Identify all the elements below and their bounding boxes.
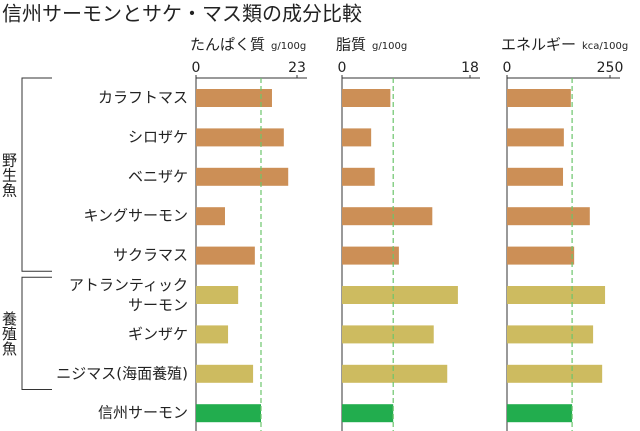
bar xyxy=(196,207,225,226)
x-tick-label: 0 xyxy=(503,60,512,76)
panel-title: エネルギー xyxy=(501,36,576,54)
bar xyxy=(507,207,590,226)
category-label: シロザケ xyxy=(128,128,188,146)
bar xyxy=(507,404,573,423)
bar xyxy=(342,404,394,423)
bar xyxy=(196,167,289,186)
bar xyxy=(507,364,603,383)
bar xyxy=(196,325,229,344)
category-label: 信州サーモン xyxy=(98,404,188,422)
bar xyxy=(507,167,564,186)
panel-title: たんぱく質 xyxy=(190,36,265,54)
x-tick-label: 18 xyxy=(461,60,479,76)
bar xyxy=(342,89,391,107)
category-label: ギンザケ xyxy=(128,325,188,343)
bar xyxy=(342,167,375,186)
bar xyxy=(342,128,372,147)
category-label: キングサーモン xyxy=(83,207,188,225)
x-tick-label: 23 xyxy=(288,60,306,76)
panel-unit: kca/100g xyxy=(582,41,628,52)
bar xyxy=(196,286,239,304)
bar xyxy=(507,128,564,147)
bar xyxy=(342,246,399,265)
x-tick-label: 0 xyxy=(192,60,201,76)
group-label: 養殖魚 xyxy=(0,311,18,356)
bar xyxy=(342,286,458,304)
bar xyxy=(507,286,606,304)
x-tick-label: 250 xyxy=(597,60,624,76)
panel-title: 脂質 xyxy=(336,36,366,54)
category-label: ニジマス(海面養殖) xyxy=(56,364,188,382)
chart-title: 信州サーモンとサケ・マス類の成分比較 xyxy=(2,2,362,26)
group-bracket xyxy=(21,276,52,390)
bar xyxy=(196,89,272,107)
bar xyxy=(196,364,254,383)
panel-unit: g/100g xyxy=(271,41,306,52)
category-label: カラフトマス xyxy=(98,89,188,107)
group-label: 野生魚 xyxy=(0,152,18,197)
bar xyxy=(342,364,448,383)
x-tick-label: 0 xyxy=(338,60,347,76)
bar xyxy=(342,325,434,344)
group-bracket xyxy=(21,77,52,272)
bar xyxy=(196,128,284,147)
category-label: サクラマス xyxy=(113,246,188,264)
bar xyxy=(507,246,575,265)
bar xyxy=(196,404,261,423)
category-label: ベニザケ xyxy=(128,167,188,185)
bar xyxy=(507,325,594,344)
bar xyxy=(507,89,571,107)
panel-unit: g/100g xyxy=(372,41,407,52)
bar xyxy=(342,207,433,226)
bar xyxy=(196,246,255,265)
category-label: アトランティックサーモン xyxy=(69,276,188,314)
